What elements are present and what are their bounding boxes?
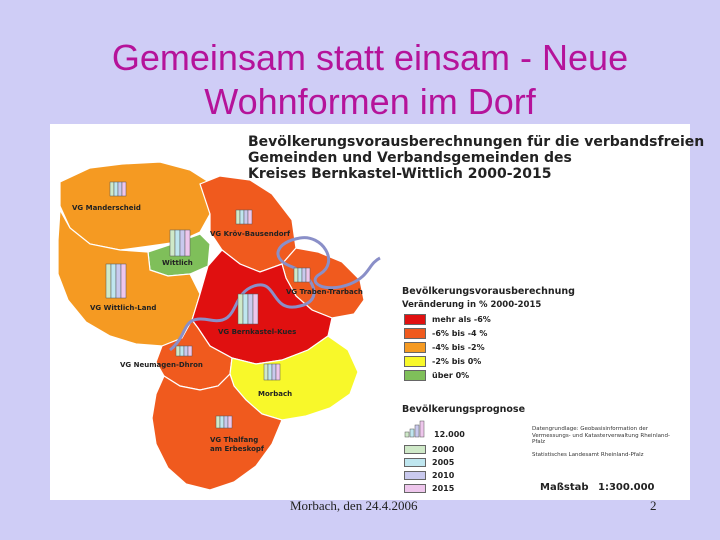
prognosis-year-label: 2000 [432,444,455,454]
legend-label: -6% bis -4 % [432,328,488,338]
source-note: Statistisches Landesamt Rheinland-Pfalz [532,452,644,458]
map-heading-line: Kreises Bernkastel-Wittlich 2000-2015 [248,166,552,182]
prognosis-year-item: 2015 [404,482,454,494]
prognosis-year-item: 2005 [404,456,454,468]
label-traben: VG Traben-Trarbach [286,288,363,296]
legend-item: -2% bis 0% [404,355,481,367]
slide-title: Gemeinsam statt einsam - Neue Wohnformen… [111,37,629,122]
prognosis-scale-glyph [404,420,425,438]
map-heading: Bevölkerungsvorausberechnungen für die v… [248,134,704,182]
legend-item: mehr als -6% [404,313,491,325]
bar-glyph-morbach [263,363,281,381]
legend-swatch [404,355,426,367]
bar-glyph-manderscheid [109,181,127,197]
legend-swatch [404,313,426,325]
region-thalfang [151,372,283,491]
legend-subtitle: Veränderung in % 2000-2015 [402,300,542,310]
bar-glyph-kroev [235,209,253,225]
scale-label: Maßstab [540,482,589,493]
map-heading-line: Bevölkerungsvorausberechnungen für die v… [248,134,705,150]
legend-label: mehr als -6% [432,314,491,324]
prognosis-year-label: 2010 [432,470,455,480]
page-number: 2 [650,498,657,513]
legend-label: -4% bis -2% [432,342,485,352]
bar-glyph-wittlich [169,229,191,257]
prognosis-year-item: 2010 [404,469,454,481]
label-kroev: VG Kröv-Bausendorf [210,230,291,238]
prognosis-swatch [404,457,426,467]
legend-label: über 0% [432,370,470,380]
label-thalfang-1: VG Thalfang [210,436,258,444]
scale-ratio: 1:300.000 [598,482,655,493]
label-bernkastel: VG Bernkastel-Kues [218,328,296,336]
label-manderscheid: VG Manderscheid [72,204,141,212]
prognosis-swatch [404,483,426,493]
prognosis-year-item: 2000 [404,443,454,455]
label-wittlich-land: VG Wittlich-Land [90,304,156,312]
legend-label: -2% bis 0% [432,356,482,366]
prognosis-year-label: 2005 [432,457,455,467]
label-wittlich: Wittlich [162,259,193,267]
bar-glyph-thalfang [215,415,233,429]
prognosis-swatch [404,444,426,454]
source-note: Datengrundlage: Geobasisinformation der … [532,426,670,445]
legend-swatch [404,327,426,339]
legend-swatch [404,369,426,381]
prognosis-scale-value: 12.000 [434,430,465,439]
bar-glyph-bernkastel [237,293,259,325]
legend-title: Bevölkerungsvorausberechnung [402,286,575,297]
legend-swatch [404,341,426,353]
bar-glyph-traben [293,267,311,283]
label-morbach: Morbach [258,390,292,398]
prognosis-swatch [404,470,426,480]
district-map: VG Manderscheid VG Kröv-Bausendorf Wittl… [57,161,381,491]
legend-item: -6% bis -4 % [404,327,487,339]
bar-glyph-neumagen [175,345,193,357]
bar-glyph-wittlich-land [105,263,127,299]
map-heading-line: Gemeinden und Verbandsgemeinden des [248,150,572,166]
label-neumagen: VG Neumagen-Dhron [120,361,203,369]
prognosis-year-label: 2015 [432,483,455,493]
legend-item: über 0% [404,369,469,381]
prognosis-title: Bevölkerungsprognose [402,404,526,415]
label-thalfang-2: am Erbeskopf [210,445,265,453]
footer-date: Morbach, den 24.4.2006 [290,498,418,513]
legend-item: -4% bis -2% [404,341,485,353]
